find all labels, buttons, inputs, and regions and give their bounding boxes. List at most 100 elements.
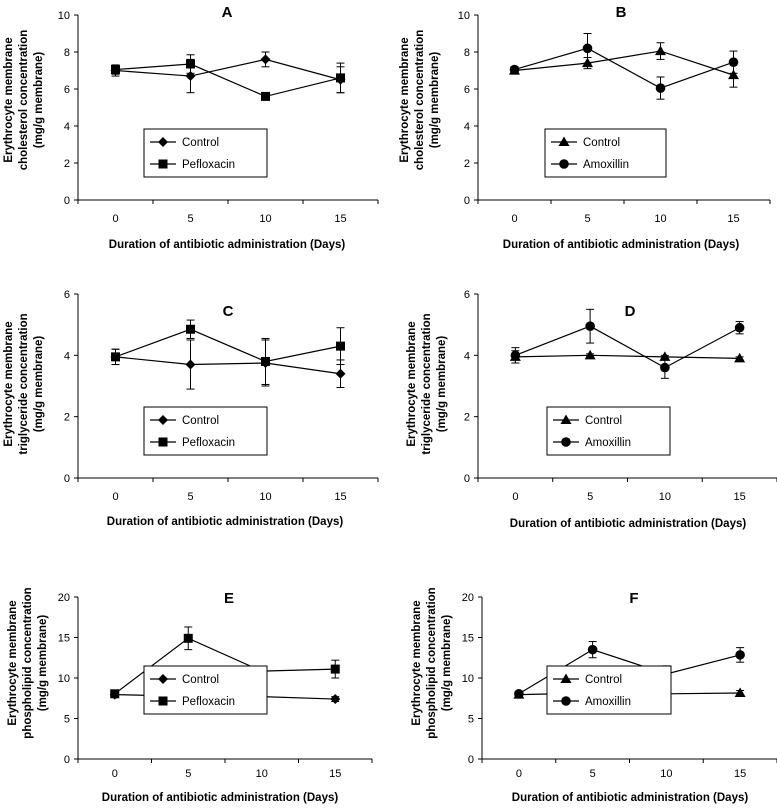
panel-d-ytick-label: 2 xyxy=(464,412,470,424)
panel-a-legend-label: Pefloxacin xyxy=(182,159,235,171)
panel-f-ytick-label: 0 xyxy=(468,754,474,766)
panel-c-xtick-label: 0 xyxy=(112,491,118,503)
panel-f-legend-marker xyxy=(560,673,572,683)
panel-a-series-control-point xyxy=(260,54,271,65)
panel-a-legend-marker xyxy=(158,159,168,169)
panel-d-xtick-label: 15 xyxy=(734,491,746,503)
panel-b-ytick-label: 0 xyxy=(464,195,470,207)
panel-c-series-pefloxacin xyxy=(111,319,345,385)
panel-b-legend-marker xyxy=(559,159,569,169)
panel-b-legend-marker xyxy=(558,136,570,146)
panel-a-xtick-label: 5 xyxy=(187,213,193,225)
panel-b-series-amoxillin-point xyxy=(582,43,593,54)
panel-f-ylabel-line1: Erythrocyte membrane xyxy=(411,600,423,725)
panel-c-legend-marker xyxy=(158,437,168,447)
panel-e-xtick-label: 10 xyxy=(256,768,268,780)
panel-d-series-control-point xyxy=(584,349,596,360)
panel-d-series-amoxillin-line xyxy=(515,325,740,369)
panel-a-legend-box xyxy=(143,128,268,178)
panel-e-legend-box xyxy=(143,665,268,715)
panel-a-ytick-label: 10 xyxy=(58,10,70,22)
panel-b-ytick-label: 2 xyxy=(464,158,470,170)
panel-b-xtick-label: 0 xyxy=(511,213,517,225)
panel-a-series-pefloxacin-point xyxy=(111,65,120,75)
panel-c-ylabel-line3: (mg/g membrane) xyxy=(33,336,45,433)
panel-a-title: A xyxy=(222,4,233,21)
panel-d-xlabel: Duration of antibiotic administration (D… xyxy=(510,518,747,530)
panel-c-xtick-label: 15 xyxy=(334,491,346,503)
panel-a-xtick-label: 0 xyxy=(112,213,118,225)
panel-b-series-amoxillin-point xyxy=(509,64,520,75)
panel-c-series-pefloxacin-line xyxy=(115,328,341,363)
panel-c-ytick-label: 6 xyxy=(64,289,70,301)
panel-d-series-amoxillin xyxy=(510,308,745,379)
panel-b-series-amoxillin-line xyxy=(514,47,734,89)
panel-b-series-control-point xyxy=(728,69,739,80)
panel-a-legend-marker xyxy=(158,137,168,147)
panel-b-series-amoxillin-point xyxy=(655,83,666,93)
panel-e-xtick-label: 15 xyxy=(329,768,341,780)
panel-d: D Erythrocyte membrane triglyceride conc… xyxy=(406,289,777,530)
panel-e-legend-label: Pefloxacin xyxy=(182,696,235,708)
panel-f-xtick-label: 5 xyxy=(590,768,596,780)
panel-d-ylabel-line3: (mg/g membrane) xyxy=(436,336,448,433)
panel-f-title: F xyxy=(629,590,638,607)
panel-f-ylabel-line3: (mg/g membrane) xyxy=(441,615,453,712)
panel-d-series-control xyxy=(509,349,746,364)
panel-a-ytick-label: 2 xyxy=(64,158,70,170)
panel-d-series-control-point xyxy=(734,352,746,363)
panel-d-legend: Control Amoxillin xyxy=(546,406,671,456)
panel-a-ylabel-line1: Erythrocyte membrane xyxy=(3,37,15,162)
panel-b-xtick-label: 10 xyxy=(654,213,666,225)
panel-a-legend-label: Control xyxy=(182,137,219,149)
panel-a-xtick-label: 10 xyxy=(259,213,271,225)
panel-f-xtick-label: 0 xyxy=(516,768,522,780)
panel-d-legend-marker xyxy=(561,437,571,447)
panel-a: A Erythrocyte membrane cholesterol conce… xyxy=(3,4,379,251)
panel-a-ytick-label: 8 xyxy=(64,47,70,59)
panel-d-xtick-label: 5 xyxy=(587,491,593,503)
panel-e-title: E xyxy=(224,590,234,607)
panel-a-series-pefloxacin xyxy=(111,54,345,101)
panel-a-series-pefloxacin-line xyxy=(115,63,341,98)
panel-f-legend-box xyxy=(546,665,672,715)
panel-d-ytick-label: 0 xyxy=(464,473,470,485)
panel-f-legend-label: Amoxillin xyxy=(585,696,631,708)
panel-c-xtick-label: 10 xyxy=(259,491,271,503)
panel-b-ylabel-line3: (mg/g membrane) xyxy=(429,52,441,149)
panel-c-xlabel: Duration of antibiotic administration (D… xyxy=(107,516,344,528)
panel-c-legend: Control Pefloxacin xyxy=(143,406,268,456)
panel-e: E Erythrocyte membrane phospholipid conc… xyxy=(7,587,373,804)
panel-d-xtick-label: 0 xyxy=(512,491,518,503)
panel-c-ytick-label: 4 xyxy=(64,350,70,362)
panel-d-ytick-label: 6 xyxy=(464,289,470,301)
panel-c-ytick-label: 0 xyxy=(64,473,70,485)
panel-b-ytick-label: 10 xyxy=(458,10,470,22)
panel-d-series-control-point xyxy=(659,351,671,361)
panel-e-series-pefloxacin-point xyxy=(110,689,120,699)
panel-d-series-control-line xyxy=(515,354,740,359)
panel-e-legend: Control Pefloxacin xyxy=(143,665,268,715)
panel-c-series-pefloxacin-point xyxy=(261,356,270,366)
panel-a-legend: Control Pefloxacin xyxy=(143,128,268,178)
panel-f-ytick-label: 15 xyxy=(462,633,474,645)
panel-e-ylabel-line1: Erythrocyte membrane xyxy=(7,600,19,725)
panel-b: B Erythrocyte membrane cholesterol conce… xyxy=(399,4,771,251)
panel-b-xlabel: Duration of antibiotic administration (D… xyxy=(503,239,740,251)
panel-b-series-amoxillin-point xyxy=(728,57,739,67)
panel-d-ytick-label: 4 xyxy=(464,350,470,362)
panel-f-legend-marker xyxy=(561,696,571,706)
panel-e-ylabel-line3: (mg/g membrane) xyxy=(37,615,49,712)
panel-f-ylabel-line2: phospholipid concentration xyxy=(426,587,438,738)
panel-a-series-control-line xyxy=(115,58,341,81)
panel-e-xlabel: Duration of antibiotic administration (D… xyxy=(102,792,339,804)
panel-e-xtick-label: 5 xyxy=(185,768,191,780)
panel-e-ytick-label: 0 xyxy=(64,754,70,766)
panel-a-ytick-label: 0 xyxy=(64,195,70,207)
panel-e-series-pefloxacin-point xyxy=(183,633,193,643)
panel-a-series-control xyxy=(110,51,346,94)
panel-d-series-amoxillin-point xyxy=(585,321,595,332)
panel-f-ytick-label: 20 xyxy=(462,592,474,604)
panel-b-ylabel-line2: cholesterol concentration xyxy=(414,30,426,171)
panel-f-series-control-point xyxy=(734,687,746,697)
